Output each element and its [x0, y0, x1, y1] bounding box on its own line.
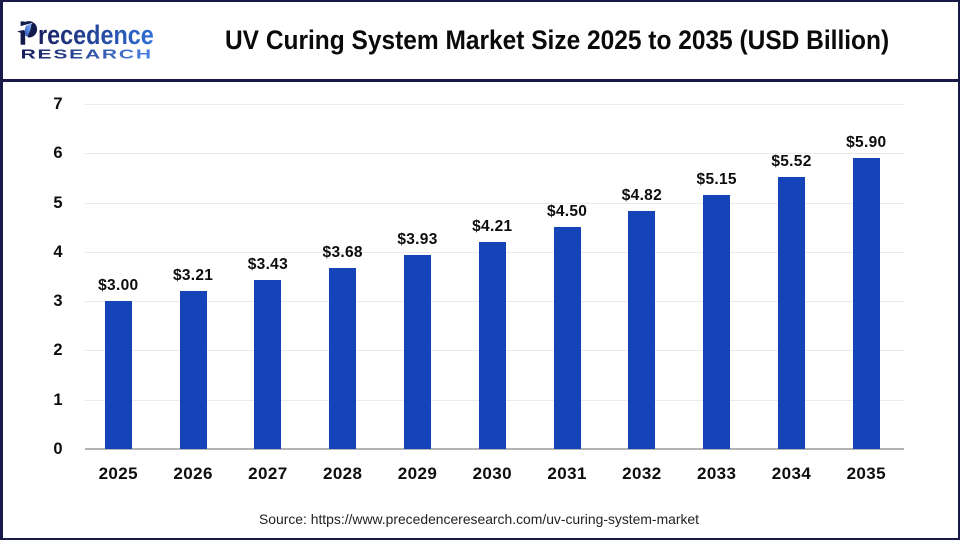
svg-text:R E S E A R C H: R E S E A R C H [21, 47, 152, 62]
svg-text:recedence: recedence [38, 20, 154, 50]
